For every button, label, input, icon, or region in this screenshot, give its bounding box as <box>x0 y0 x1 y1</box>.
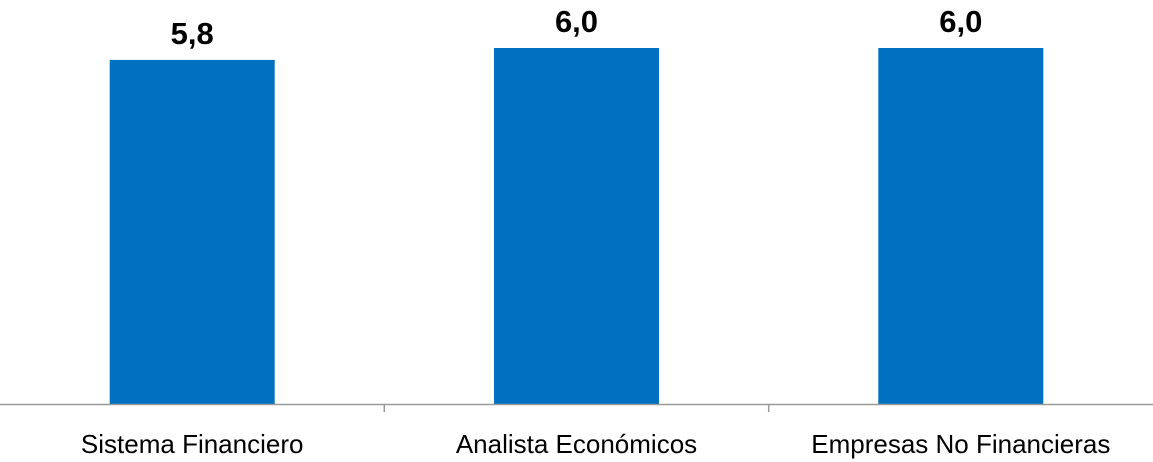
category-label-1: Sistema Financiero <box>81 429 304 459</box>
bars-layer <box>109 48 1044 405</box>
category-labels-layer: Sistema Financiero Analista Económicos Emp… <box>81 429 1110 459</box>
bar-3 <box>878 48 1044 404</box>
value-labels-layer: 5,8 6,0 6,0 <box>171 4 983 51</box>
bar-1 <box>109 59 275 405</box>
category-label-3: Empresas No Financieras <box>811 429 1110 459</box>
bar-2 <box>494 48 659 404</box>
value-label-3: 6,0 <box>939 4 982 39</box>
value-label-1: 5,8 <box>171 16 214 51</box>
x-axis <box>0 403 1153 412</box>
category-label-2: Analista Económicos <box>456 429 697 459</box>
value-label-2: 6,0 <box>555 4 598 39</box>
